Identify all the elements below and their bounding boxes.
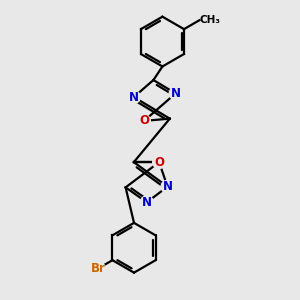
Circle shape	[153, 156, 166, 169]
Circle shape	[161, 180, 174, 193]
Text: Br: Br	[91, 262, 106, 275]
Text: N: N	[129, 91, 139, 103]
Circle shape	[169, 87, 182, 100]
Circle shape	[92, 262, 105, 274]
Text: N: N	[142, 196, 152, 209]
Text: O: O	[139, 114, 149, 128]
Text: N: N	[171, 87, 181, 100]
Circle shape	[140, 196, 153, 209]
Text: N: N	[163, 180, 172, 193]
Text: O: O	[154, 156, 164, 169]
Text: CH₃: CH₃	[200, 15, 220, 25]
Circle shape	[128, 91, 140, 103]
Circle shape	[138, 115, 150, 127]
